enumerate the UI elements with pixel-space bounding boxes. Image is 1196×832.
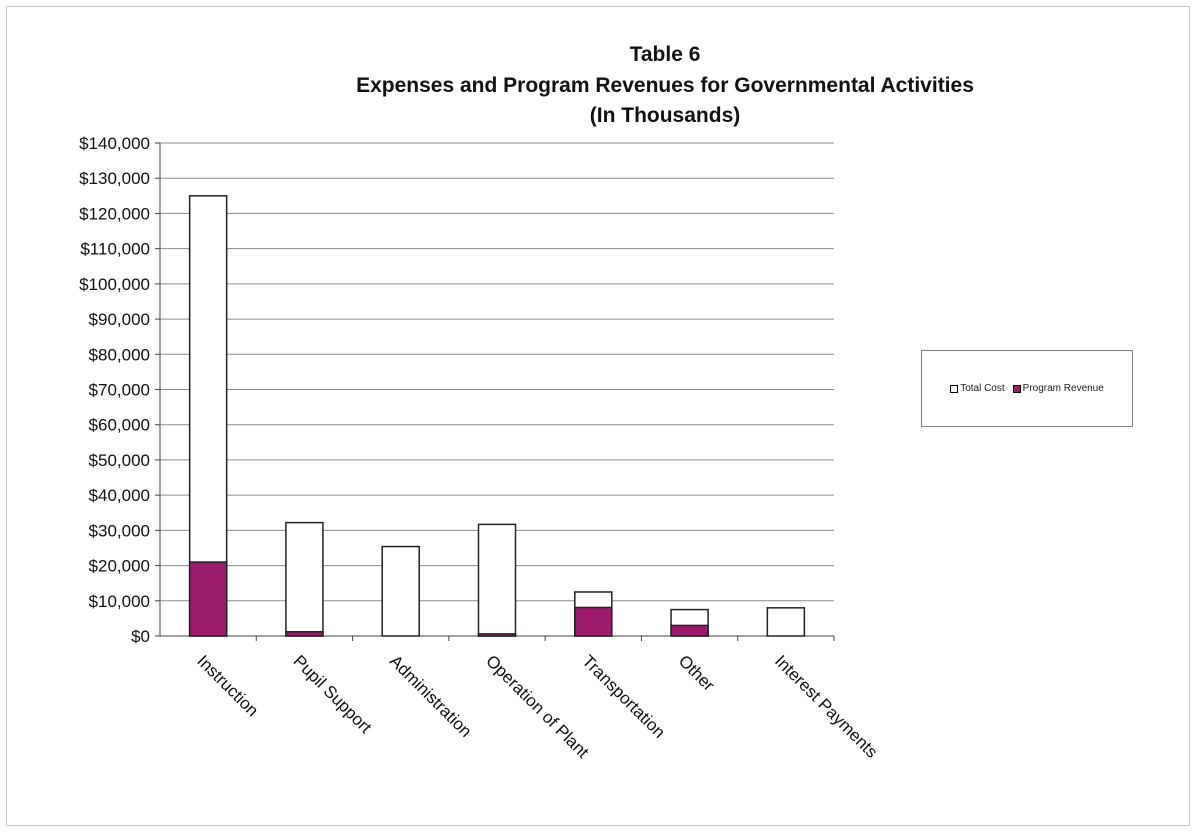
bar-total-cost-administration bbox=[381, 545, 420, 637]
y-tick-label: $130,000 bbox=[79, 169, 150, 188]
y-tick-label: $100,000 bbox=[79, 275, 150, 294]
legend-swatch-program-revenue bbox=[1012, 384, 1021, 393]
bar-program-revenue-pupil-support bbox=[285, 631, 324, 637]
legend-label-total-cost: Total Cost bbox=[960, 383, 1005, 394]
chart-legend: Total Cost Program Revenue bbox=[921, 350, 1133, 427]
bar-total-cost-interest-payments bbox=[766, 607, 806, 637]
y-tick-label: $40,000 bbox=[89, 486, 150, 505]
x-tick-label: Other bbox=[675, 651, 719, 695]
bar-program-revenue-transportation bbox=[574, 606, 613, 637]
y-tick-label: $70,000 bbox=[89, 381, 150, 400]
bar-program-revenue-other bbox=[670, 624, 709, 637]
chart-subtitle: Expenses and Program Revenues for Govern… bbox=[356, 74, 974, 97]
chart-titles: Table 6 Expenses and Program Revenues fo… bbox=[0, 0, 1196, 140]
y-tick-label: $140,000 bbox=[79, 134, 150, 153]
x-tick-label: Interest Payments bbox=[771, 651, 881, 761]
x-tick-label: Pupil Support bbox=[290, 651, 376, 737]
y-tick-label: $20,000 bbox=[89, 557, 150, 576]
bar-total-cost-operation-of-plant bbox=[477, 523, 517, 637]
legend-label-program-revenue: Program Revenue bbox=[1022, 383, 1104, 394]
x-tick-label: Administration bbox=[386, 651, 476, 741]
y-tick-label: $50,000 bbox=[89, 451, 150, 470]
y-tick-label: $0 bbox=[131, 627, 150, 646]
legend-swatch-total-cost bbox=[950, 384, 959, 393]
bar-program-revenue-operation-of-plant bbox=[477, 633, 517, 637]
y-tick-label: $120,000 bbox=[79, 204, 150, 223]
legend-item-total-cost: Total Cost bbox=[950, 383, 1005, 394]
y-tick-label: $10,000 bbox=[89, 592, 150, 611]
x-tick-label: Instruction bbox=[193, 651, 262, 720]
y-tick-label: $60,000 bbox=[89, 416, 150, 435]
y-tick-label: $80,000 bbox=[89, 345, 150, 364]
y-tick-label: $30,000 bbox=[89, 521, 150, 540]
x-tick-label: Operation of Plant bbox=[482, 651, 593, 762]
bar-program-revenue-instruction bbox=[188, 561, 228, 637]
legend-item-program-revenue: Program Revenue bbox=[1012, 383, 1104, 394]
chart-title: Table 6 bbox=[629, 43, 701, 66]
x-tick-label: Transportation bbox=[578, 651, 668, 741]
y-tick-label: $90,000 bbox=[89, 310, 150, 329]
bar-total-cost-pupil-support bbox=[285, 521, 324, 637]
chart-subtitle-units: (In Thousands) bbox=[589, 104, 741, 127]
y-tick-label: $110,000 bbox=[80, 240, 150, 259]
